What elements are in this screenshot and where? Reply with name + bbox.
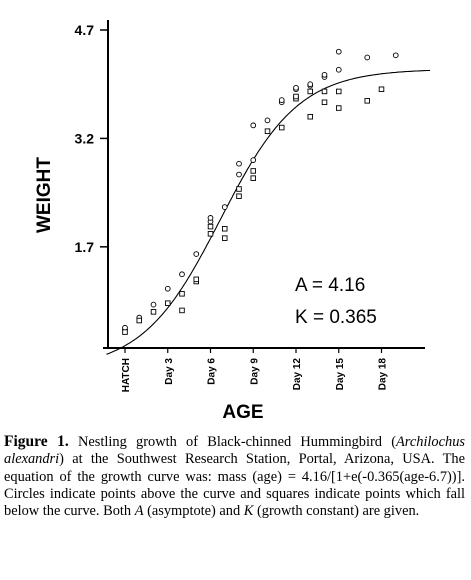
point-below-curve (193, 276, 199, 283)
y-axis-title: WEIGHT (34, 157, 55, 233)
asymptote-label: A = 4.16 (295, 275, 365, 296)
point-below-curve (236, 186, 242, 192)
x-tick-label: Day 12 (292, 358, 303, 391)
figure-label: Figure 1. (4, 433, 69, 450)
x-tick-label: Day 6 (207, 358, 218, 385)
point-below-curve (264, 128, 271, 134)
y-tick-label: 1.7 (75, 239, 95, 255)
point-above-curve (250, 122, 257, 129)
point-below-curve (221, 225, 228, 232)
point-below-curve (336, 88, 342, 95)
caption-text-3: (asymptote) and (143, 503, 244, 520)
caption-text-2: ) at the Southwest Research Station, Por… (4, 451, 465, 520)
point-below-curve (136, 317, 142, 324)
x-tick-label: Day 15 (335, 358, 346, 391)
point-above-curve (264, 117, 271, 124)
point-below-curve (207, 223, 214, 230)
point-above-curve (179, 271, 185, 278)
x-tick-label: Day 18 (378, 358, 389, 391)
point-above-curve (164, 285, 171, 292)
growth-chart: 4.7 3.2 1.7 HATCH Day 3 Day 6 Day 9 Day 12 Day … (34, 20, 431, 423)
point-above-curve (335, 48, 342, 55)
point-above-curve (293, 84, 299, 91)
point-below-curve (293, 93, 299, 100)
point-below-curve (164, 300, 171, 306)
point-below-curve (179, 291, 185, 297)
point-below-curve (307, 113, 314, 120)
growth-constant-label: K = 0.365 (295, 307, 377, 328)
point-below-curve (179, 307, 185, 314)
caption-species: Archilochus alexandri (4, 434, 466, 468)
x-tick-label: Day 9 (249, 358, 260, 385)
point-below-curve (150, 309, 157, 315)
y-tick-label: 3.2 (75, 130, 95, 146)
point-below-curve (250, 168, 256, 174)
point-below-curve (207, 231, 214, 237)
point-below-curve (321, 99, 328, 106)
y-tick-label: 4.7 (75, 22, 95, 38)
point-below-curve (250, 175, 256, 181)
caption-a-symbol: A (134, 503, 144, 520)
point-below-curve (221, 235, 228, 241)
caption-k-symbol: K (243, 503, 254, 520)
point-above-curve (193, 251, 200, 257)
x-axis-title: AGE (222, 402, 263, 423)
point-below-curve (279, 124, 285, 131)
point-above-curve (335, 66, 342, 73)
point-below-curve (364, 98, 371, 104)
point-above-curve (278, 97, 285, 103)
figure-caption: Figure 1. Nestling growth of Black-chinn… (4, 433, 465, 520)
point-above-curve (250, 157, 257, 163)
point-above-curve (221, 204, 228, 210)
point-above-curve (236, 171, 242, 178)
x-tick-label: Day 3 (164, 358, 175, 385)
point-above-curve (392, 52, 399, 59)
point-above-curve (307, 81, 314, 88)
growth-curve (106, 69, 431, 355)
point-below-curve (378, 86, 385, 93)
point-below-curve (336, 105, 342, 111)
point-below-curve (122, 329, 128, 335)
x-tick-label: HATCH (121, 358, 132, 392)
point-above-curve (207, 215, 214, 221)
point-above-curve (364, 54, 371, 61)
point-below-curve (236, 193, 242, 199)
caption-text-1: Nestling growth of Black-chinned Humming… (68, 434, 396, 450)
point-above-curve (236, 160, 242, 167)
point-below-curve (307, 88, 314, 95)
point-above-curve (150, 301, 157, 308)
point-below-curve (321, 88, 328, 95)
caption-text-4: (growth constant) are given. (253, 503, 420, 520)
point-above-curve (321, 71, 328, 78)
